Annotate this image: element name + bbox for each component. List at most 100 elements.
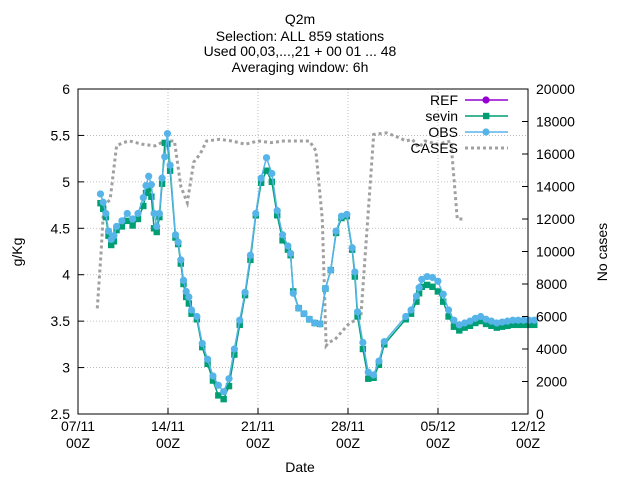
obs-point bbox=[150, 209, 158, 218]
y-tick-label: 2.5 bbox=[51, 406, 71, 422]
y-axis-label: g/Kg bbox=[9, 238, 25, 267]
obs-point bbox=[434, 277, 442, 285]
obs-point bbox=[412, 292, 421, 300]
sevin-point bbox=[225, 382, 233, 390]
obs-point bbox=[198, 339, 206, 348]
obs-point bbox=[369, 371, 378, 379]
obs-point bbox=[96, 190, 105, 198]
sevin-point bbox=[482, 320, 490, 328]
obs-point bbox=[193, 312, 201, 321]
obs-point bbox=[327, 266, 335, 274]
obs-point bbox=[171, 231, 180, 239]
y2-tick-label: 6000 bbox=[536, 309, 567, 325]
sevin-point bbox=[531, 321, 538, 329]
chart-subtitle-2: Used 00,03,...,21 + 00 01 ... 48 bbox=[204, 43, 397, 59]
sevin-point bbox=[220, 395, 227, 403]
y-tick-label: 6 bbox=[62, 81, 70, 97]
obs-point bbox=[142, 181, 150, 190]
obs-point bbox=[161, 153, 169, 161]
sevin-point bbox=[185, 300, 193, 307]
sevin-point bbox=[148, 193, 155, 200]
obs-point bbox=[509, 316, 517, 324]
obs-point bbox=[305, 315, 313, 323]
obs-point bbox=[225, 375, 233, 383]
sevin-point bbox=[268, 178, 276, 186]
obs-point bbox=[348, 244, 356, 252]
obs-point bbox=[289, 289, 297, 297]
sevin-point bbox=[461, 324, 468, 331]
sevin-point bbox=[164, 140, 171, 147]
obs-point bbox=[123, 209, 131, 218]
obs-point bbox=[230, 345, 238, 353]
obs-point bbox=[402, 312, 410, 321]
obs-point bbox=[519, 316, 528, 324]
obs-point bbox=[214, 381, 222, 389]
obs-point bbox=[182, 287, 190, 296]
sevin-point bbox=[365, 375, 372, 382]
obs-point bbox=[311, 319, 319, 327]
sevin-point bbox=[514, 321, 522, 329]
obs-point bbox=[514, 316, 522, 324]
obs-point bbox=[444, 306, 453, 314]
x-tick-label: 12/12 bbox=[510, 418, 545, 434]
y-tick-label: 5 bbox=[62, 174, 70, 190]
sevin-point bbox=[472, 319, 479, 327]
obs-point bbox=[332, 227, 340, 235]
sevin-point bbox=[284, 246, 292, 253]
y2-tick-label: 14000 bbox=[536, 179, 575, 195]
x-tick-label-hour: 00Z bbox=[156, 435, 181, 451]
obs-point bbox=[428, 273, 437, 282]
sevin-point bbox=[204, 360, 211, 368]
sevin-point bbox=[423, 281, 431, 289]
sevin-point bbox=[274, 212, 281, 219]
legend-label: OBS bbox=[428, 124, 458, 140]
sevin-point bbox=[188, 310, 195, 317]
obs-point bbox=[145, 172, 153, 180]
obs-point bbox=[177, 256, 185, 264]
sevin-point bbox=[413, 298, 420, 305]
obs-point bbox=[185, 293, 193, 301]
obs-point bbox=[155, 209, 163, 218]
y-tick-label: 3 bbox=[62, 360, 70, 376]
x-axis-label: Date bbox=[285, 459, 315, 475]
obs-point bbox=[220, 388, 228, 396]
sevin-point bbox=[456, 327, 463, 334]
y2-tick-label: 8000 bbox=[536, 276, 567, 292]
obs-point bbox=[321, 285, 330, 293]
x-tick-label: 21/11 bbox=[241, 418, 275, 434]
x-tick-label: 14/11 bbox=[151, 418, 185, 434]
chart-subtitle-3: Averaging window: 6h bbox=[232, 59, 369, 75]
y2-tick-label: 0 bbox=[536, 406, 544, 422]
obs-point bbox=[118, 217, 126, 225]
sevin-point bbox=[440, 298, 447, 305]
obs-point bbox=[351, 268, 359, 276]
obs-point bbox=[262, 154, 271, 162]
obs-point bbox=[278, 231, 287, 239]
y2-tick-label: 4000 bbox=[536, 341, 567, 357]
y2-tick-label: 10000 bbox=[536, 244, 575, 260]
obs-point bbox=[284, 242, 292, 250]
sevin-point bbox=[279, 237, 286, 244]
obs-point bbox=[380, 337, 388, 346]
sevin-point bbox=[99, 205, 107, 212]
obs-point bbox=[375, 357, 383, 365]
obs-point bbox=[129, 215, 137, 223]
cases-line bbox=[95, 131, 464, 350]
sevin-point bbox=[504, 322, 511, 329]
legend-marker bbox=[483, 112, 490, 120]
obs-point bbox=[179, 276, 188, 284]
sevin-point bbox=[140, 202, 147, 210]
y2-tick-label: 20000 bbox=[536, 81, 575, 97]
sevin-point bbox=[263, 167, 270, 174]
sevin-point bbox=[354, 313, 361, 320]
obs-point bbox=[466, 317, 474, 325]
y2-tick-label: 2000 bbox=[536, 374, 567, 390]
y2-tick-label: 12000 bbox=[536, 211, 575, 227]
sevin-point bbox=[209, 377, 217, 384]
sevin-point bbox=[145, 185, 152, 192]
x-tick-label-hour: 00Z bbox=[336, 435, 361, 451]
obs-point bbox=[257, 174, 265, 182]
sevin-point bbox=[509, 321, 517, 329]
